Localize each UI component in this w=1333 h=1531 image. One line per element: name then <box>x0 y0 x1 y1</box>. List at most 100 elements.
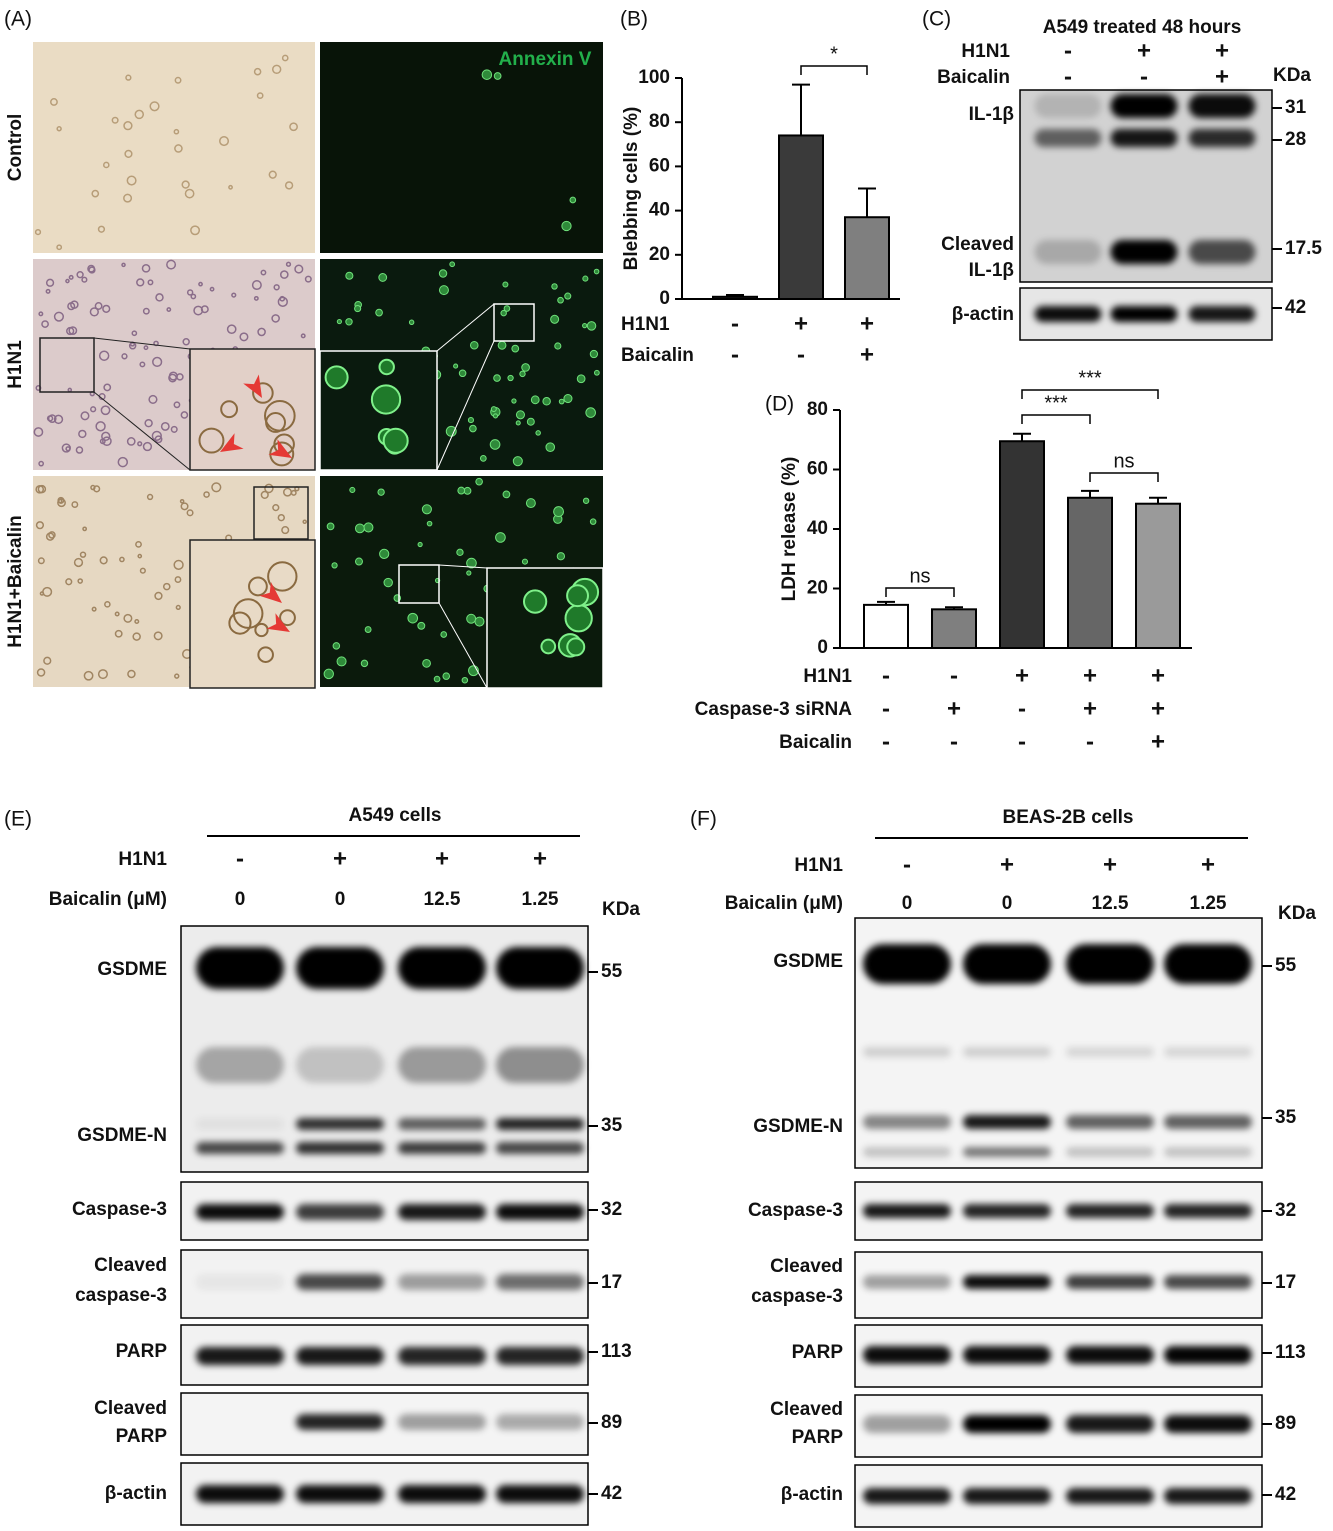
cell <box>114 611 120 617</box>
cell <box>65 578 73 586</box>
panel-label: (D) <box>765 393 794 416</box>
cell <box>144 418 153 428</box>
cell <box>279 295 286 302</box>
annexin-cell <box>375 308 383 317</box>
annexin-cell <box>507 374 514 382</box>
cell <box>271 314 280 323</box>
arrow <box>259 581 282 603</box>
cell <box>184 188 195 199</box>
cell <box>134 618 140 625</box>
inset-cell <box>378 358 395 376</box>
cell <box>100 405 111 416</box>
condition-mark: - <box>903 851 911 878</box>
protein-band <box>963 1115 1051 1129</box>
protein-band <box>1066 1204 1154 1218</box>
protein-band <box>296 1274 384 1290</box>
protein-band <box>196 1485 284 1503</box>
protein-band <box>496 1142 584 1154</box>
condition-name: H1N1 <box>621 314 670 335</box>
condition-mark: + <box>1201 851 1215 878</box>
annexin-cell <box>593 369 600 376</box>
cell <box>137 553 143 559</box>
condition-mark: - <box>731 341 739 368</box>
band-name: β-actin <box>952 304 1014 325</box>
protein-band <box>1164 1415 1252 1433</box>
annexin-cell <box>479 455 487 462</box>
annexin-cell <box>535 430 541 436</box>
band-name: PARP <box>116 1341 168 1362</box>
cell <box>38 311 44 317</box>
cell <box>135 540 142 548</box>
blot-title: A549 cells <box>349 805 442 826</box>
cell <box>43 656 52 665</box>
cell <box>180 411 189 419</box>
annexin-cell <box>426 520 433 527</box>
annexin-cell <box>551 283 558 290</box>
protein-band <box>496 1204 584 1220</box>
protein-band <box>1034 240 1102 264</box>
inset-cell <box>370 384 402 415</box>
significance-label: ns <box>1113 450 1134 472</box>
protein-band <box>863 1275 951 1289</box>
cell <box>103 383 112 392</box>
annexin-cell <box>526 417 535 426</box>
condition-mark: 0 <box>235 889 246 910</box>
condition-mark: 0 <box>1002 893 1013 914</box>
condition-mark: - <box>1086 728 1094 755</box>
cell <box>137 441 143 447</box>
protein-band <box>863 1204 951 1218</box>
cell <box>104 601 111 608</box>
cell <box>121 353 128 360</box>
cell <box>97 225 106 233</box>
significance-label: *** <box>1044 392 1068 414</box>
condition-mark: - <box>797 341 805 368</box>
cell <box>253 295 259 301</box>
condition-name: Caspase-3 siRNA <box>695 699 853 720</box>
band-name: β-actin <box>781 1484 843 1505</box>
cell <box>256 92 264 100</box>
protein-band <box>296 1347 384 1365</box>
cell <box>99 556 108 565</box>
protein-band <box>1110 129 1178 147</box>
cell <box>179 498 185 504</box>
cell <box>65 278 70 284</box>
band-name: caspase-3 <box>751 1286 843 1307</box>
band-name: Cleaved <box>94 1255 167 1276</box>
cell <box>57 498 66 508</box>
cell <box>80 411 90 421</box>
y-tick-label: 80 <box>807 399 828 420</box>
cell <box>143 345 149 351</box>
cell <box>53 414 64 425</box>
annexin-cell <box>440 631 448 638</box>
protein-band <box>863 944 951 984</box>
annexin-cell <box>582 323 588 329</box>
annexin-cell <box>512 456 523 467</box>
protein-band <box>496 1347 584 1365</box>
condition-mark: - <box>882 728 890 755</box>
band-name: Cleaved <box>94 1398 167 1419</box>
protein-band <box>863 1047 951 1057</box>
annexin-cell <box>438 285 449 296</box>
cell <box>180 502 189 511</box>
protein-band <box>1066 1488 1154 1504</box>
annexin-cell <box>503 305 511 312</box>
cell <box>153 631 163 641</box>
condition-mark: + <box>1215 37 1229 64</box>
zoom-line <box>436 340 495 471</box>
annexin-cell <box>466 557 477 569</box>
protein-band <box>296 1047 384 1083</box>
annexin-cell <box>582 497 590 504</box>
condition-mark: 12.5 <box>1092 893 1129 914</box>
y-tick-label: 20 <box>649 244 670 265</box>
band-name: caspase-3 <box>75 1285 167 1306</box>
annexin-cell <box>336 318 342 325</box>
protein-band <box>196 1347 284 1365</box>
inset-cell <box>566 584 590 608</box>
cell <box>264 483 274 494</box>
arrow <box>243 374 262 398</box>
protein-band <box>398 1347 486 1365</box>
annexin-cell <box>545 442 556 452</box>
condition-mark: + <box>1083 695 1097 722</box>
significance-bracket <box>1089 472 1159 482</box>
